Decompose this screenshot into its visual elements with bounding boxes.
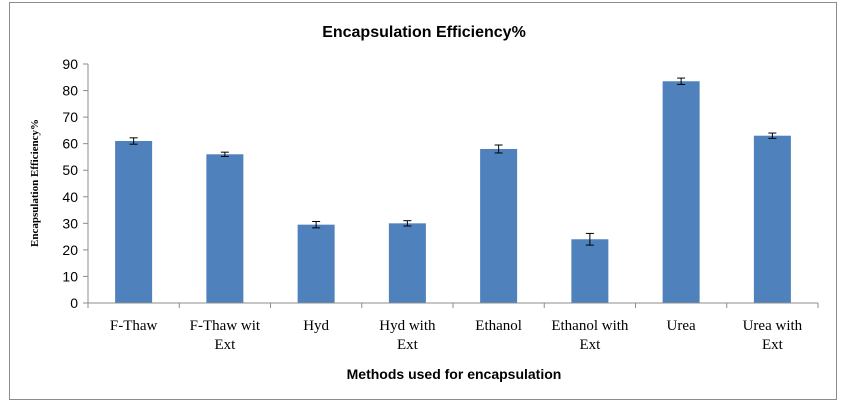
x-tick-label-line: Ext bbox=[397, 337, 419, 353]
x-tick-label: F-Thaw bbox=[110, 318, 158, 334]
y-tick-label: 10 bbox=[62, 268, 78, 284]
error-bar bbox=[312, 220, 321, 229]
x-tick-label-line: Ext bbox=[214, 337, 236, 353]
error-bar bbox=[585, 232, 594, 246]
bar bbox=[662, 81, 700, 303]
x-tick-label-line: F-Thaw wit bbox=[190, 318, 261, 334]
y-tick-label: 40 bbox=[62, 189, 78, 205]
bar bbox=[571, 239, 609, 303]
error-bar bbox=[494, 144, 503, 154]
x-tick-label: F-Thaw wit Ext bbox=[190, 318, 261, 353]
error-bar bbox=[129, 137, 138, 145]
bars bbox=[115, 77, 791, 303]
x-tick-label: Ethanol bbox=[475, 318, 522, 334]
x-tick-label: Hyd with Ext bbox=[379, 318, 436, 353]
error-bar bbox=[677, 77, 686, 85]
x-tick-label: Ethanol with Ext bbox=[551, 318, 629, 353]
x-tick-label-line: Urea bbox=[667, 318, 696, 334]
bar bbox=[753, 135, 791, 303]
error-bar bbox=[220, 151, 229, 157]
x-axis-title: Methods used for encapsulation bbox=[347, 366, 562, 382]
y-tick-label: 70 bbox=[62, 109, 78, 125]
error-bar bbox=[768, 132, 777, 139]
y-tick-label: 20 bbox=[62, 242, 78, 258]
x-tick-label: Hyd bbox=[303, 318, 329, 334]
y-axis-ticks: 0 10 20 30 40 50 60 70 80 90 bbox=[62, 56, 88, 311]
x-tick-label-line: Ext bbox=[579, 337, 601, 353]
bar bbox=[115, 141, 153, 303]
x-tick-label-line: Ext bbox=[762, 337, 784, 353]
y-tick-label: 80 bbox=[62, 83, 78, 99]
chart-title: Encapsulation Efficiency% bbox=[322, 24, 526, 41]
x-tick-label-line: Ethanol bbox=[475, 318, 522, 334]
y-tick-label: 90 bbox=[62, 56, 78, 72]
y-tick-label: 30 bbox=[62, 215, 78, 231]
bar bbox=[480, 148, 518, 303]
bar bbox=[388, 223, 426, 303]
y-tick-label: 0 bbox=[70, 295, 78, 311]
y-axis-title: Encapsulation Efficiency% bbox=[29, 119, 41, 247]
y-tick-label: 50 bbox=[62, 162, 78, 178]
x-tick-label-line: F-Thaw bbox=[110, 318, 158, 334]
x-tick-label-line: Urea with bbox=[743, 318, 803, 334]
x-tick-label: Urea bbox=[667, 318, 696, 334]
y-tick-label: 60 bbox=[62, 136, 78, 152]
error-bar bbox=[403, 220, 412, 227]
x-tick-label-line: Hyd bbox=[303, 318, 329, 334]
x-tick-label-line: Ethanol with bbox=[551, 318, 629, 334]
bar bbox=[206, 154, 244, 303]
bar bbox=[297, 224, 335, 303]
x-tick-label: Urea with Ext bbox=[743, 318, 803, 353]
x-tick-label-line: Hyd with bbox=[379, 318, 436, 334]
